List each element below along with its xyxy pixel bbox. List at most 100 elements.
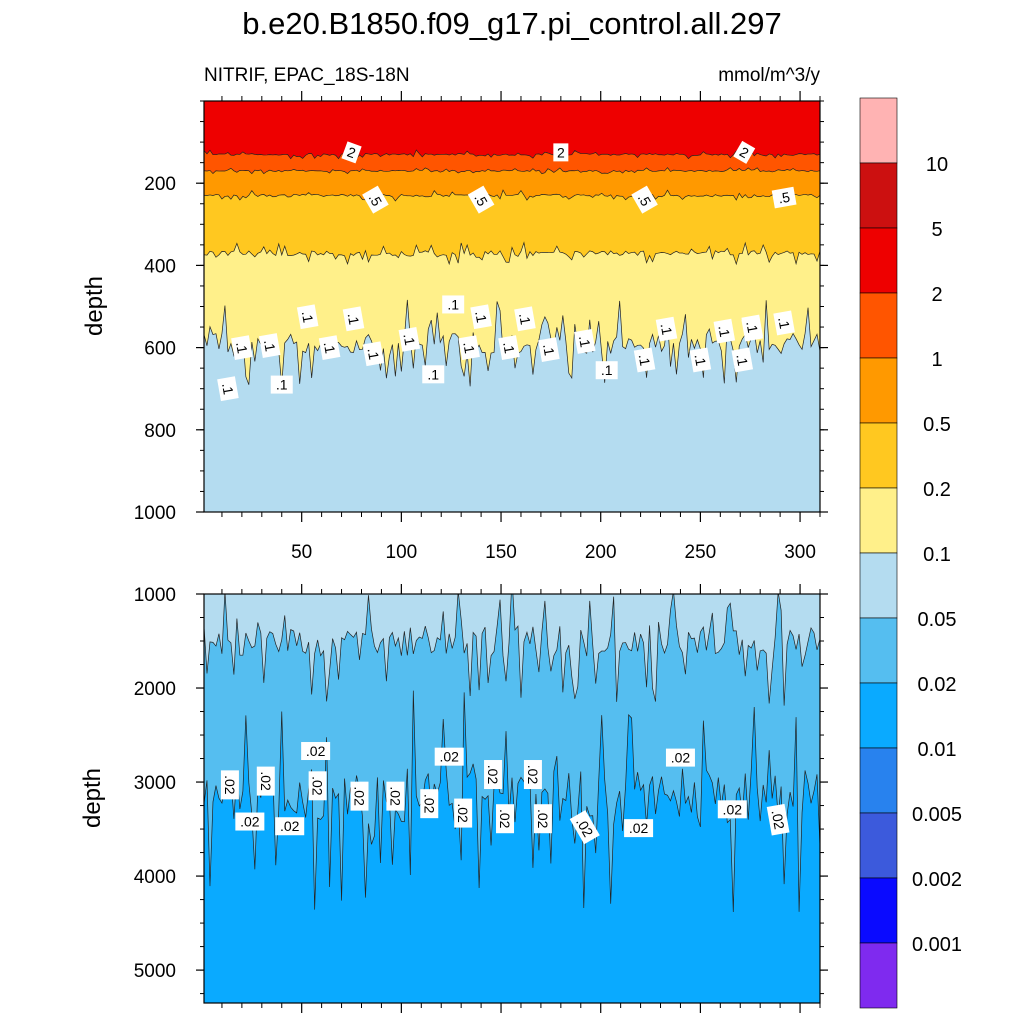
contour-label: .1 — [573, 329, 596, 354]
contour-label: .02 — [386, 781, 405, 811]
contour-label: 2 — [553, 143, 569, 162]
contour-label-bg — [470, 304, 492, 330]
colorbar-swatch — [859, 747, 898, 814]
contour-label: .1 — [731, 347, 754, 373]
y-tick-label: 1000 — [134, 503, 176, 524]
contour-label-text: .02 — [421, 794, 437, 814]
y-tick-label: 5000 — [134, 961, 176, 982]
contour-label-text: .02 — [240, 814, 260, 830]
contour-label-bg — [467, 185, 495, 214]
contour-label: .1 — [362, 341, 385, 367]
y-tick-label: 2000 — [134, 679, 176, 700]
contour-label-bg — [538, 337, 560, 363]
contour-label: .1 — [318, 335, 341, 360]
contour-line-0.02-0.05 — [204, 690, 820, 912]
contour-label: 2 — [341, 141, 362, 164]
lower-panel-contour-labels: .02 .02 .02 .02 .02 .02 .02 .02 .02 .02 .02 .02 .02.… — [220, 742, 790, 845]
contour-label-bg — [624, 819, 654, 838]
contour-label-bg — [766, 803, 790, 836]
contour-label-bg — [496, 804, 515, 834]
contour-label: .02 — [220, 770, 239, 800]
contour-label-text: .1 — [658, 322, 676, 336]
colorbar-swatch — [859, 97, 898, 164]
contour-label-bg — [569, 810, 600, 845]
contour-label-text: .1 — [276, 377, 288, 393]
contour-label-text: .02 — [280, 818, 300, 834]
contour-label: .1 — [655, 316, 678, 342]
contour-label-text: .1 — [516, 312, 534, 326]
contour-label-text: .1 — [576, 334, 594, 348]
contour-label-text: .1 — [299, 310, 317, 324]
contour-label-bg — [514, 306, 536, 332]
contour-label-text: .02 — [723, 801, 743, 817]
contour-label: .02 — [420, 789, 439, 819]
contour-label-bg — [434, 747, 464, 766]
x-tick-label: 300 — [784, 542, 816, 563]
contour-label: .1 — [595, 361, 618, 380]
colorbar-swatch — [859, 942, 898, 1009]
contour-label-text: .1 — [345, 312, 363, 326]
chart-title: b.e20.B1850.f09_g17.pi_control.all.297 — [242, 6, 782, 41]
contour-label-bg — [350, 781, 369, 811]
contour-band-0.05-0.1 — [204, 299, 820, 512]
contour-label: .1 — [398, 326, 421, 352]
subtitle-variable-region: NITRIF, EPAC_18S-18N — [204, 65, 410, 86]
contour-label-bg — [442, 295, 465, 314]
contour-label-text: .1 — [472, 310, 490, 324]
contour-line-0.05-0.1 — [204, 594, 820, 706]
contour-label-text: .1 — [321, 340, 339, 354]
contour-label-text: .1 — [427, 366, 439, 382]
colorbar-swatch — [859, 877, 898, 944]
y-tick-label: 4000 — [134, 867, 176, 888]
contour-label: .02 — [484, 760, 503, 790]
colorbar-swatch — [859, 682, 898, 749]
lower-panel-frame — [203, 593, 821, 1004]
colorbar-level-label: 0.002 — [912, 869, 962, 891]
contour-label-text: .1 — [540, 343, 558, 357]
contour-label-bg — [665, 748, 695, 767]
contour-label-text: .02 — [629, 820, 649, 836]
colorbar-level-label: 1 — [931, 349, 942, 371]
contour-label-bg — [235, 812, 265, 831]
contour-label: .02 — [533, 804, 552, 834]
contour-label-text: .02 — [306, 743, 326, 759]
colorbar-swatch — [859, 357, 898, 424]
contour-label: .1 — [713, 318, 736, 344]
x-tick-label: 250 — [685, 542, 717, 563]
contour-band-0.2-0.5 — [204, 190, 820, 265]
contour-label-bg — [773, 310, 795, 336]
contour-label-bg — [454, 798, 473, 828]
contour-label: .1 — [296, 304, 319, 330]
lower-panel-filled-contours — [204, 594, 820, 1003]
contour-label: .02 — [454, 798, 473, 828]
contour-label-bg — [484, 760, 503, 790]
colorbar-level-label: 5 — [931, 219, 942, 241]
contour-label-bg — [553, 143, 569, 162]
contour-label-text: .1 — [733, 353, 751, 367]
contour-label-bg — [217, 376, 239, 402]
colorbar-swatch — [859, 422, 898, 489]
contour-label-text: .02 — [455, 803, 471, 823]
contour-label-text: .02 — [525, 765, 541, 785]
contour-label-text: .1 — [233, 340, 251, 354]
contour-label-text: .02 — [497, 809, 513, 829]
contour-label-text: .02 — [351, 786, 367, 806]
contour-label-text: .1 — [715, 324, 733, 338]
contour-label-text: .1 — [636, 353, 654, 367]
contour-label-bg — [398, 326, 421, 352]
contour-line-0.5-1 — [204, 189, 820, 202]
contour-label-bg — [341, 141, 362, 164]
colorbar-swatch — [859, 487, 898, 554]
contour-label-bg — [498, 335, 520, 360]
contour-label-text: .02 — [310, 776, 326, 796]
colorbar-level-label: 0.5 — [923, 414, 951, 436]
contour-label: .02 — [665, 748, 695, 767]
contour-label: .1 — [231, 335, 253, 360]
contour-label: .02 — [569, 810, 600, 845]
contour-label-text: .1 — [500, 340, 518, 354]
contour-label: 2 — [733, 140, 756, 164]
upper-panel-nitrif-0-1000m: 2 2 2.5.5.5.5.1.1.1.1.1.1.1.1.1.1.1.1.1.1.… — [81, 91, 828, 563]
x-tick-label: 100 — [386, 542, 418, 563]
contour-label-bg — [231, 335, 253, 360]
